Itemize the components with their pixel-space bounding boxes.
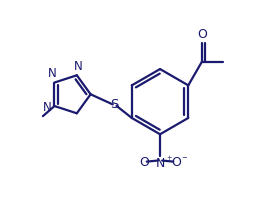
Text: S: S [111, 98, 119, 111]
Text: $^+$: $^+$ [165, 155, 173, 165]
Text: O: O [171, 156, 181, 169]
Text: N: N [48, 67, 56, 80]
Text: N: N [43, 101, 51, 114]
Text: $^-$: $^-$ [180, 156, 189, 165]
Text: N: N [155, 157, 165, 170]
Text: N: N [73, 60, 82, 73]
Text: O: O [197, 28, 207, 41]
Text: O: O [139, 156, 149, 169]
